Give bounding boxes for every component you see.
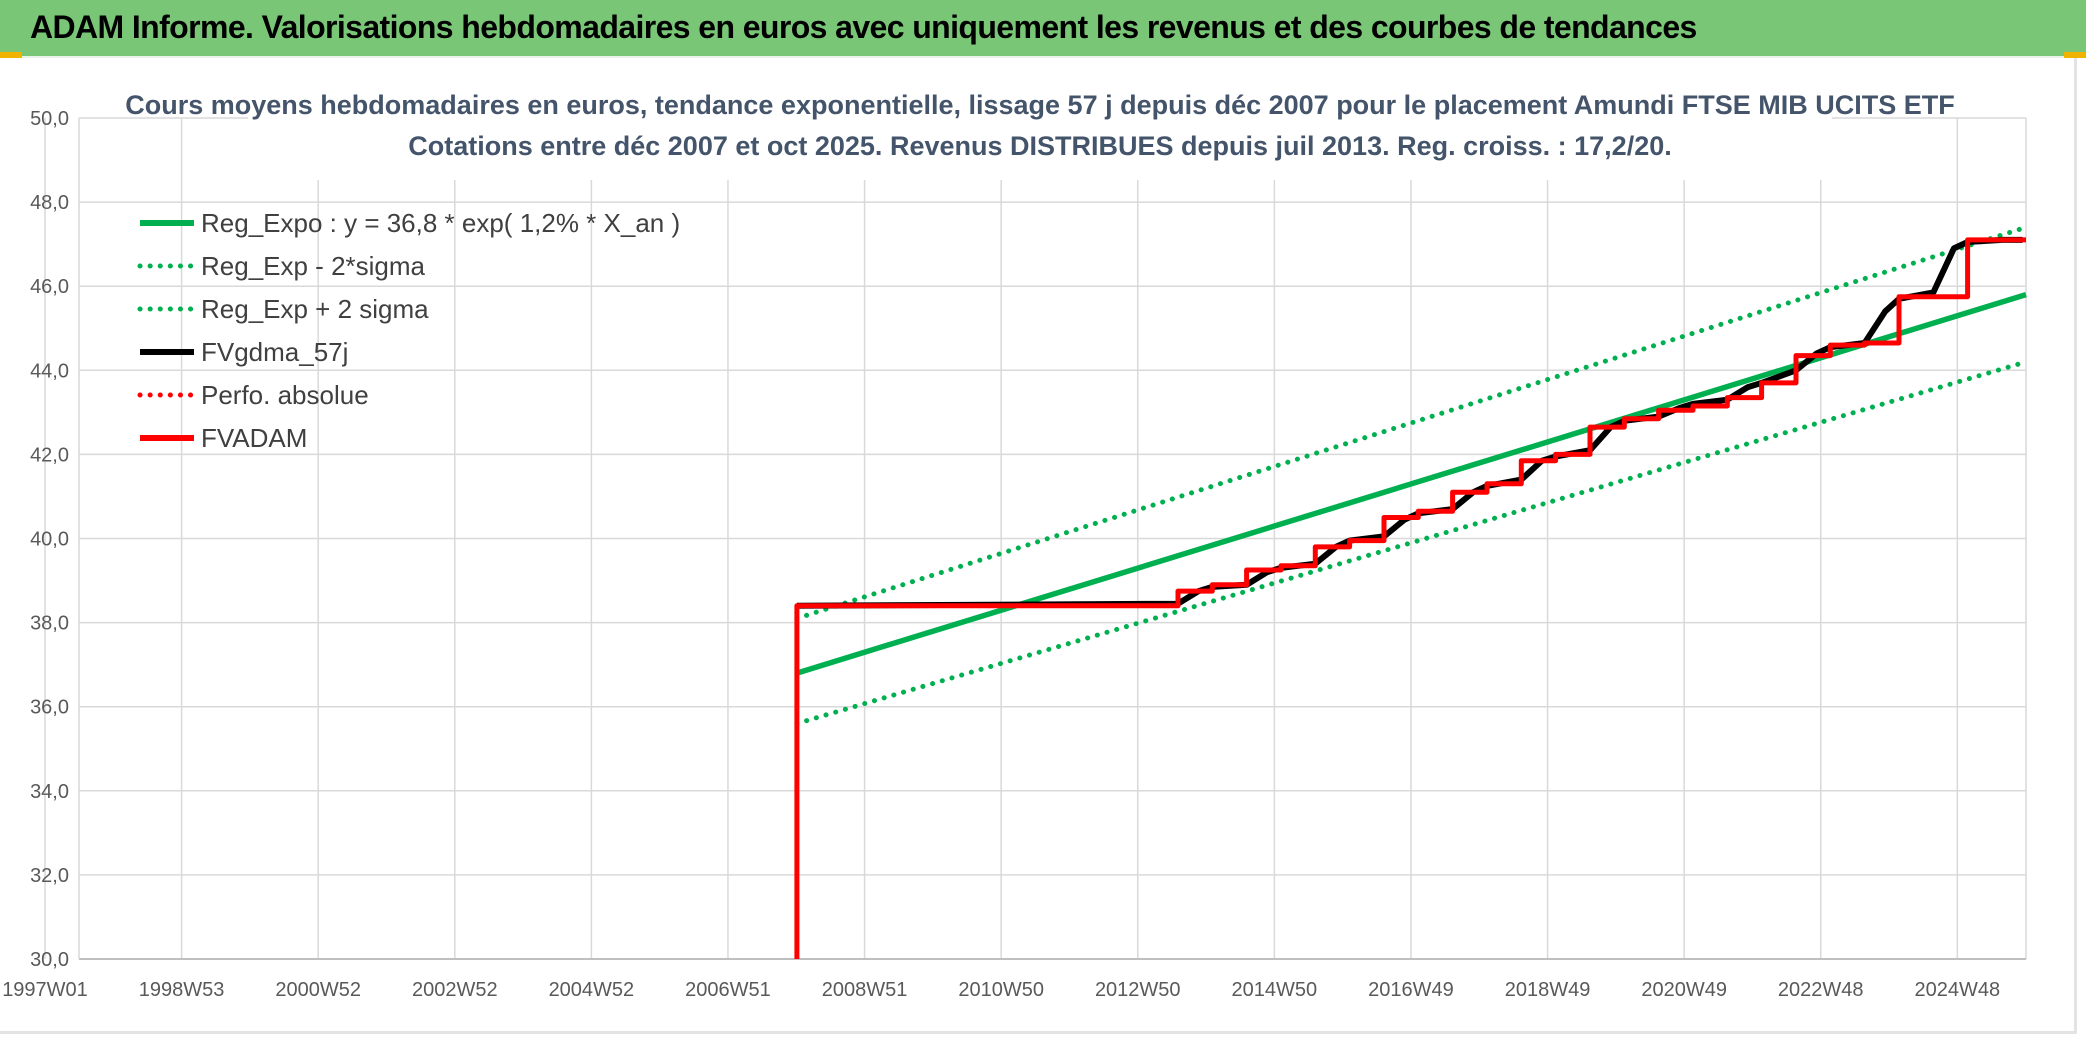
y-tick-label: 48,0 <box>30 192 69 214</box>
x-tick-label: 2016W49 <box>1368 979 1454 1001</box>
x-tick-label: 2012W50 <box>1095 979 1181 1001</box>
corner-accent-right <box>2064 52 2086 58</box>
corner-accent-left <box>0 52 22 58</box>
series-line-fvgdma-57j <box>796 236 2023 609</box>
y-tick-label: 32,0 <box>30 865 69 887</box>
legend-label: FVgdma_57j <box>201 337 348 367</box>
series-line-reg-exp-2-sigma <box>794 224 2029 621</box>
y-tick-label: 50,0 <box>30 108 69 130</box>
y-tick-label: 38,0 <box>30 613 69 635</box>
axis-layer: 30,0 32,0 34,0 36,0 38,0 40,0 42,0 44,0 46,0 48,0… <box>2 108 2026 1001</box>
y-tick-label: 30,0 <box>30 949 69 971</box>
legend-label: Reg_Exp + 2 sigma <box>201 294 429 324</box>
x-tick-label: 2022W48 <box>1778 979 1864 1001</box>
legend: Reg_Expo : y = 36,8 * exp( 1,2% * X_an )… <box>137 208 680 453</box>
x-tick-label: 2010W50 <box>958 979 1044 1001</box>
chart-area: 30,0 32,0 34,0 36,0 38,0 40,0 42,0 44,0 46,0 48,0… <box>0 58 2077 1034</box>
series-line-fvadam <box>794 237 2026 959</box>
chart-title-background <box>248 84 1832 180</box>
x-tick-label: 1997W01 <box>2 979 88 1001</box>
y-tick-label: 34,0 <box>30 781 69 803</box>
x-tick-label: 2008W51 <box>822 979 908 1001</box>
page-title: ADAM Informe. Valorisations hebdomadaire… <box>30 9 1697 45</box>
legend-label: FVADAM <box>201 423 307 453</box>
legend-label: Reg_Expo : y = 36,8 * exp( 1,2% * X_an ) <box>201 208 680 238</box>
x-tick-label: 1998W53 <box>139 979 225 1001</box>
chart-svg: 30,0 32,0 34,0 36,0 38,0 40,0 42,0 44,0 46,0 48,0… <box>2 84 2029 1001</box>
series-line-reg-exp-2-sigma <box>794 359 2029 726</box>
y-tick-label: 46,0 <box>30 276 69 298</box>
grid-layer <box>44 117 2027 960</box>
header-bar: ADAM Informe. Valorisations hebdomadaire… <box>0 0 2086 58</box>
x-tick-label: 2014W50 <box>1232 979 1318 1001</box>
x-tick-label: 2002W52 <box>412 979 498 1001</box>
x-tick-label: 2000W52 <box>275 979 361 1001</box>
x-tick-label: 2020W49 <box>1641 979 1727 1001</box>
y-tick-label: 42,0 <box>30 444 69 466</box>
x-tick-label: 2024W48 <box>1915 979 2001 1001</box>
x-tick-label: 2006W51 <box>685 979 771 1001</box>
chart-title-line-2: Cotations entre déc 2007 et oct 2025. Re… <box>408 131 1671 161</box>
y-tick-label: 44,0 <box>30 360 69 382</box>
legend-label: Reg_Exp - 2*sigma <box>201 251 426 281</box>
series-layer <box>794 224 2029 959</box>
y-tick-label: 36,0 <box>30 697 69 719</box>
chart-title-line-1: Cours moyens hebdomadaires en euros, ten… <box>125 90 1954 120</box>
legend-label: Perfo. absolue <box>201 380 369 410</box>
chart-title: Cours moyens hebdomadaires en euros, ten… <box>125 84 1955 180</box>
x-tick-label: 2018W49 <box>1505 979 1591 1001</box>
y-tick-label: 40,0 <box>30 529 69 551</box>
x-tick-label: 2004W52 <box>549 979 635 1001</box>
